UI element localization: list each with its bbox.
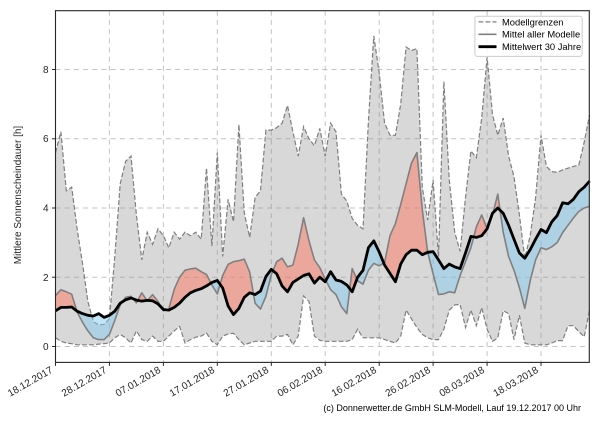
svg-text:Mittel aller Modelle: Mittel aller Modelle <box>502 29 580 40</box>
svg-text:Mittelwert 30 Jahre: Mittelwert 30 Jahre <box>502 41 581 52</box>
svg-text:8: 8 <box>43 65 49 76</box>
svg-text:Modellgrenzen: Modellgrenzen <box>502 16 564 27</box>
svg-text:4: 4 <box>43 204 49 215</box>
svg-text:Mittlere Sonnenscheindauer [h]: Mittlere Sonnenscheindauer [h] <box>13 126 24 265</box>
svg-text:0: 0 <box>43 342 49 353</box>
svg-text:6: 6 <box>43 134 49 145</box>
svg-text:2: 2 <box>43 273 49 284</box>
svg-text:(c) Donnerwetter.de GmbH SLM-M: (c) Donnerwetter.de GmbH SLM-Modell, Lau… <box>323 403 581 413</box>
